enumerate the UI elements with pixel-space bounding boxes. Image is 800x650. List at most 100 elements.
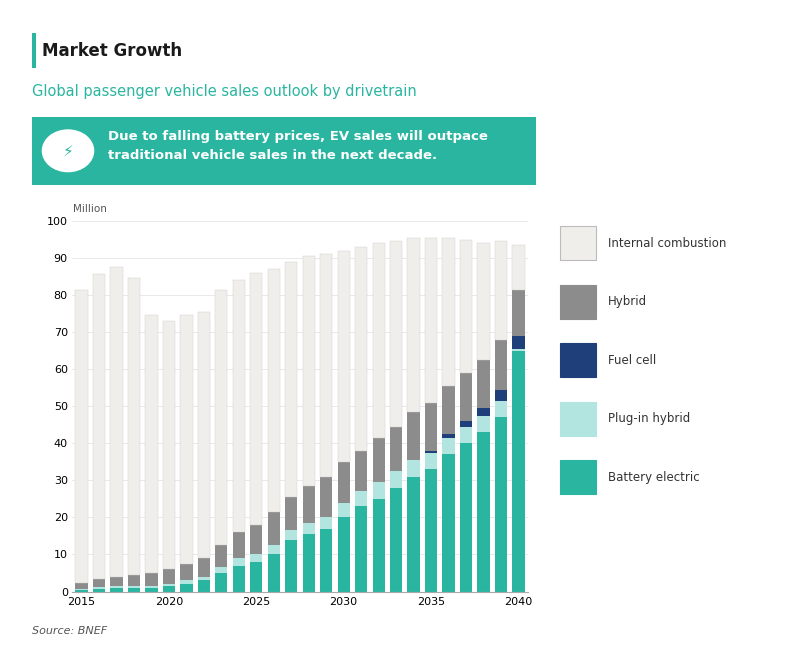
Bar xyxy=(285,530,298,540)
Text: Million: Million xyxy=(73,203,106,214)
Bar xyxy=(460,426,472,443)
Bar xyxy=(250,273,262,525)
Bar xyxy=(495,339,507,389)
Bar xyxy=(110,577,122,586)
Text: Battery electric: Battery electric xyxy=(608,471,700,484)
Bar xyxy=(93,588,105,592)
Text: Market Growth: Market Growth xyxy=(42,42,182,60)
Bar xyxy=(146,586,158,588)
Bar xyxy=(320,517,332,528)
Text: Fuel cell: Fuel cell xyxy=(608,354,656,367)
Bar xyxy=(233,566,245,592)
Bar xyxy=(268,554,280,592)
Bar xyxy=(390,471,402,488)
Bar xyxy=(512,245,525,289)
Bar xyxy=(407,476,420,592)
Bar xyxy=(338,462,350,502)
Bar xyxy=(512,336,525,349)
Bar xyxy=(320,528,332,592)
Bar xyxy=(93,579,105,587)
Text: Due to falling battery prices, EV sales will outpace
traditional vehicle sales i: Due to falling battery prices, EV sales … xyxy=(108,130,488,162)
Bar xyxy=(268,512,280,545)
Bar xyxy=(110,267,122,577)
Bar xyxy=(495,400,507,417)
Text: Hybrid: Hybrid xyxy=(608,295,647,308)
Bar xyxy=(320,254,332,476)
Bar xyxy=(373,437,385,482)
Bar xyxy=(442,454,454,592)
Bar xyxy=(355,247,367,450)
Text: Source: BNEF: Source: BNEF xyxy=(32,626,107,636)
Bar xyxy=(285,262,298,497)
Bar xyxy=(390,426,402,471)
Bar xyxy=(338,502,350,517)
Bar xyxy=(338,251,350,462)
Bar xyxy=(75,291,88,583)
Bar xyxy=(478,360,490,408)
Bar xyxy=(198,577,210,580)
Bar xyxy=(180,315,193,564)
Bar xyxy=(180,564,193,580)
Bar xyxy=(495,389,507,400)
Bar xyxy=(442,238,454,386)
Bar xyxy=(512,349,525,351)
Bar xyxy=(478,432,490,592)
Bar xyxy=(442,434,454,437)
Bar xyxy=(460,240,472,373)
Bar xyxy=(128,586,140,588)
Bar xyxy=(425,452,437,469)
Bar xyxy=(302,523,315,534)
Text: ⚡: ⚡ xyxy=(62,143,74,159)
Bar xyxy=(302,486,315,523)
Bar xyxy=(233,532,245,558)
Bar xyxy=(128,278,140,575)
Bar xyxy=(75,583,88,588)
Bar xyxy=(320,476,332,517)
Bar xyxy=(250,525,262,554)
Text: Internal combustion: Internal combustion xyxy=(608,237,726,250)
Bar xyxy=(215,573,227,592)
Bar xyxy=(442,386,454,434)
Bar xyxy=(180,580,193,584)
Bar xyxy=(407,460,420,476)
Bar xyxy=(478,415,490,432)
Bar xyxy=(233,558,245,566)
Bar xyxy=(478,243,490,360)
Bar xyxy=(75,588,88,590)
Bar xyxy=(128,588,140,592)
Bar xyxy=(268,269,280,512)
Bar xyxy=(110,586,122,588)
Bar xyxy=(373,243,385,437)
Bar xyxy=(355,506,367,592)
Bar xyxy=(425,450,437,452)
Bar xyxy=(390,241,402,426)
Bar xyxy=(338,517,350,592)
Bar xyxy=(250,562,262,592)
Bar xyxy=(442,437,454,454)
Bar xyxy=(355,450,367,491)
Bar xyxy=(460,421,472,426)
Bar xyxy=(128,575,140,586)
Bar xyxy=(373,499,385,592)
Bar xyxy=(302,534,315,592)
Bar xyxy=(407,238,420,412)
Bar xyxy=(93,274,105,579)
Bar xyxy=(146,315,158,573)
Bar xyxy=(407,412,420,460)
Bar xyxy=(163,569,175,584)
Bar xyxy=(268,545,280,554)
Bar xyxy=(460,373,472,421)
Bar xyxy=(390,488,402,592)
Bar xyxy=(75,590,88,592)
Bar xyxy=(163,586,175,592)
Bar xyxy=(512,351,525,592)
Bar xyxy=(180,584,193,592)
Bar xyxy=(425,402,437,450)
Bar xyxy=(163,321,175,569)
Bar xyxy=(146,573,158,586)
Bar xyxy=(250,554,262,562)
Bar xyxy=(163,584,175,586)
Text: Plug-in hybrid: Plug-in hybrid xyxy=(608,412,690,425)
Bar xyxy=(425,238,437,402)
Bar xyxy=(373,482,385,499)
